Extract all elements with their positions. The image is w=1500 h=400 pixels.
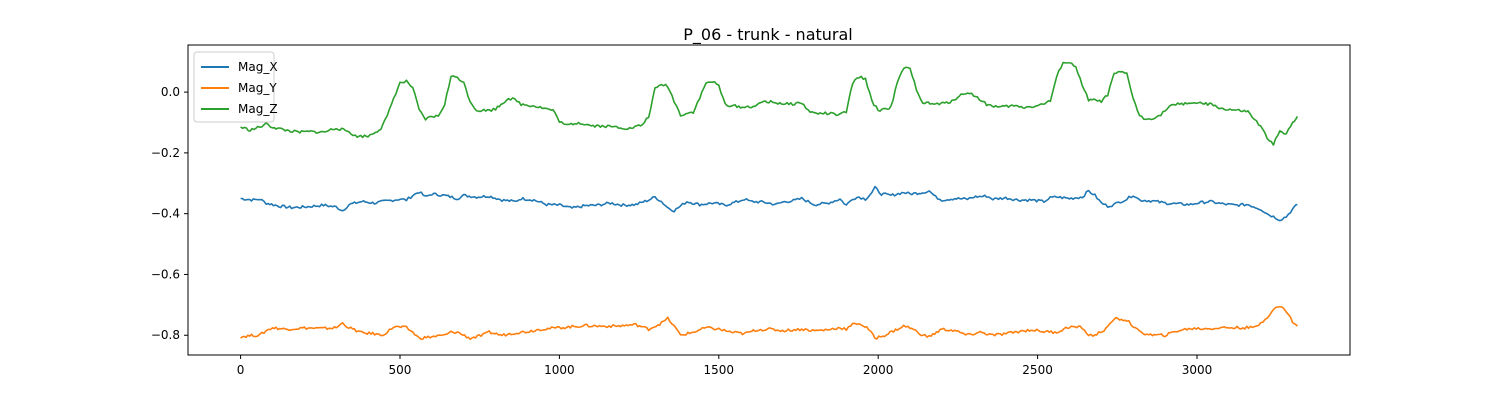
y-tick-label: −0.4 [151,207,180,221]
x-tick-label: 3000 [1182,363,1213,377]
series-layer [240,61,1299,341]
chart-title: P_06 - trunk - natural [683,25,852,45]
x-tick-label: 2500 [1022,363,1053,377]
x-tick-label: 0 [237,363,245,377]
series-line-mag-y [240,305,1298,341]
y-tick-label: 0.0 [161,85,180,99]
legend-label-mag-x: Mag_X [238,60,278,74]
y-tick-label: −0.8 [151,328,180,342]
plot-frame [187,44,1351,356]
x-tick-label: 1500 [704,363,735,377]
legend-box [193,51,275,123]
legend: Mag_X Mag_Y Mag_Z [193,51,278,123]
y-tick-label: −0.2 [151,146,180,160]
axes-layer: 0 500 1000 1500 2000 2500 3000 −0.8 −0.6 −0.4 −0.2… [151,44,1351,377]
x-tick-label: 500 [389,363,412,377]
series-line-mag-x [240,185,1298,222]
x-tick-label: 2000 [863,363,894,377]
series-line-mag-z [240,61,1299,146]
legend-label-mag-z: Mag_Z [238,102,278,116]
x-tick-label: 1000 [544,363,575,377]
y-tick-label: −0.6 [151,267,180,281]
legend-label-mag-y: Mag_Y [238,81,277,95]
